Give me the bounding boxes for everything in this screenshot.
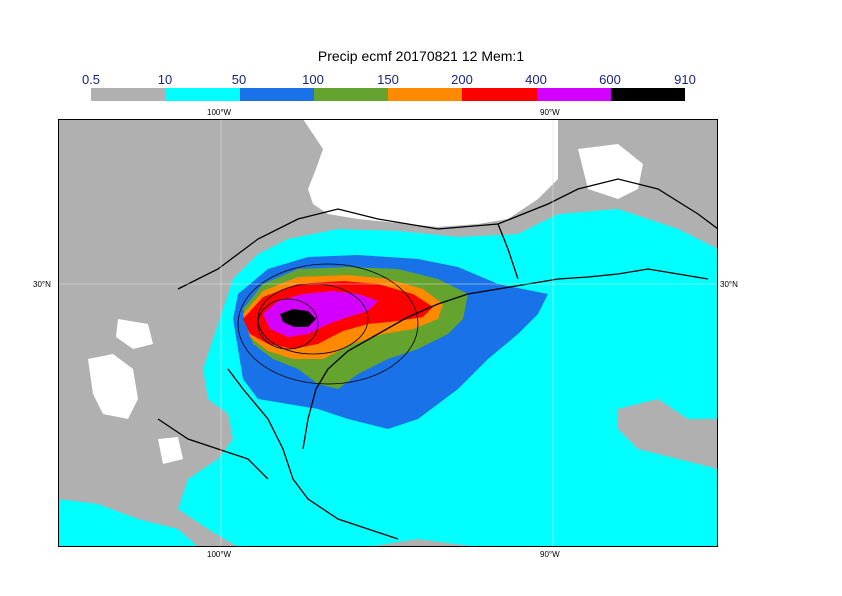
legend-swatch-0	[91, 88, 166, 101]
map-frame	[58, 119, 718, 547]
legend-label-8: 910	[674, 72, 696, 87]
graticule	[58, 119, 718, 547]
dry-region-west-2	[116, 319, 153, 349]
dry-region-west	[88, 354, 138, 419]
legend-label-7: 600	[599, 72, 621, 87]
gulf-coast	[302, 268, 709, 450]
legend-label-5: 200	[451, 72, 473, 87]
top-lon-label-90w: 90°W	[540, 108, 560, 117]
color-legend-bar	[91, 88, 685, 101]
legend-swatch-6	[536, 88, 611, 101]
legend-swatch-5	[462, 88, 537, 101]
bottom-lon-label-90w: 90°W	[540, 550, 560, 559]
legend-label-2: 50	[231, 72, 247, 87]
legend-swatch-1	[165, 88, 240, 101]
legend-swatch-7	[610, 88, 685, 101]
precip-10-50-sw	[58, 499, 198, 547]
track-contour-outer	[237, 263, 419, 385]
storm-track-contours	[237, 263, 419, 385]
right-lat-label: 30°N	[720, 280, 738, 289]
state-boundary-2	[497, 223, 519, 280]
top-lon-label-100w: 100°W	[207, 108, 232, 117]
coastlines	[157, 178, 719, 540]
precip-map-svg	[58, 119, 719, 547]
legend-label-4: 150	[377, 72, 399, 87]
precip-600-910	[280, 309, 316, 327]
legend-label-0: 0.5	[81, 72, 101, 87]
legend-swatch-3	[313, 88, 388, 101]
left-lat-label: 30°N	[33, 280, 51, 289]
state-boundary-1	[177, 178, 719, 290]
legend-swatch-4	[388, 88, 463, 101]
state-boundary-3	[157, 418, 269, 480]
legend-swatch-2	[239, 88, 314, 101]
bottom-lon-label-100w: 100°W	[207, 550, 232, 559]
us-mexico-border	[227, 368, 399, 540]
precip-map	[58, 119, 719, 547]
dry-region-sw	[158, 437, 183, 464]
map-title: Precip ecmf 20170821 12 Mem:1	[317, 48, 525, 64]
legend-label-3: 100	[302, 72, 324, 87]
dry-region-north	[303, 119, 558, 227]
track-contour-inner	[257, 298, 319, 350]
legend-label-1: 10	[157, 72, 173, 87]
legend-label-6: 400	[525, 72, 547, 87]
